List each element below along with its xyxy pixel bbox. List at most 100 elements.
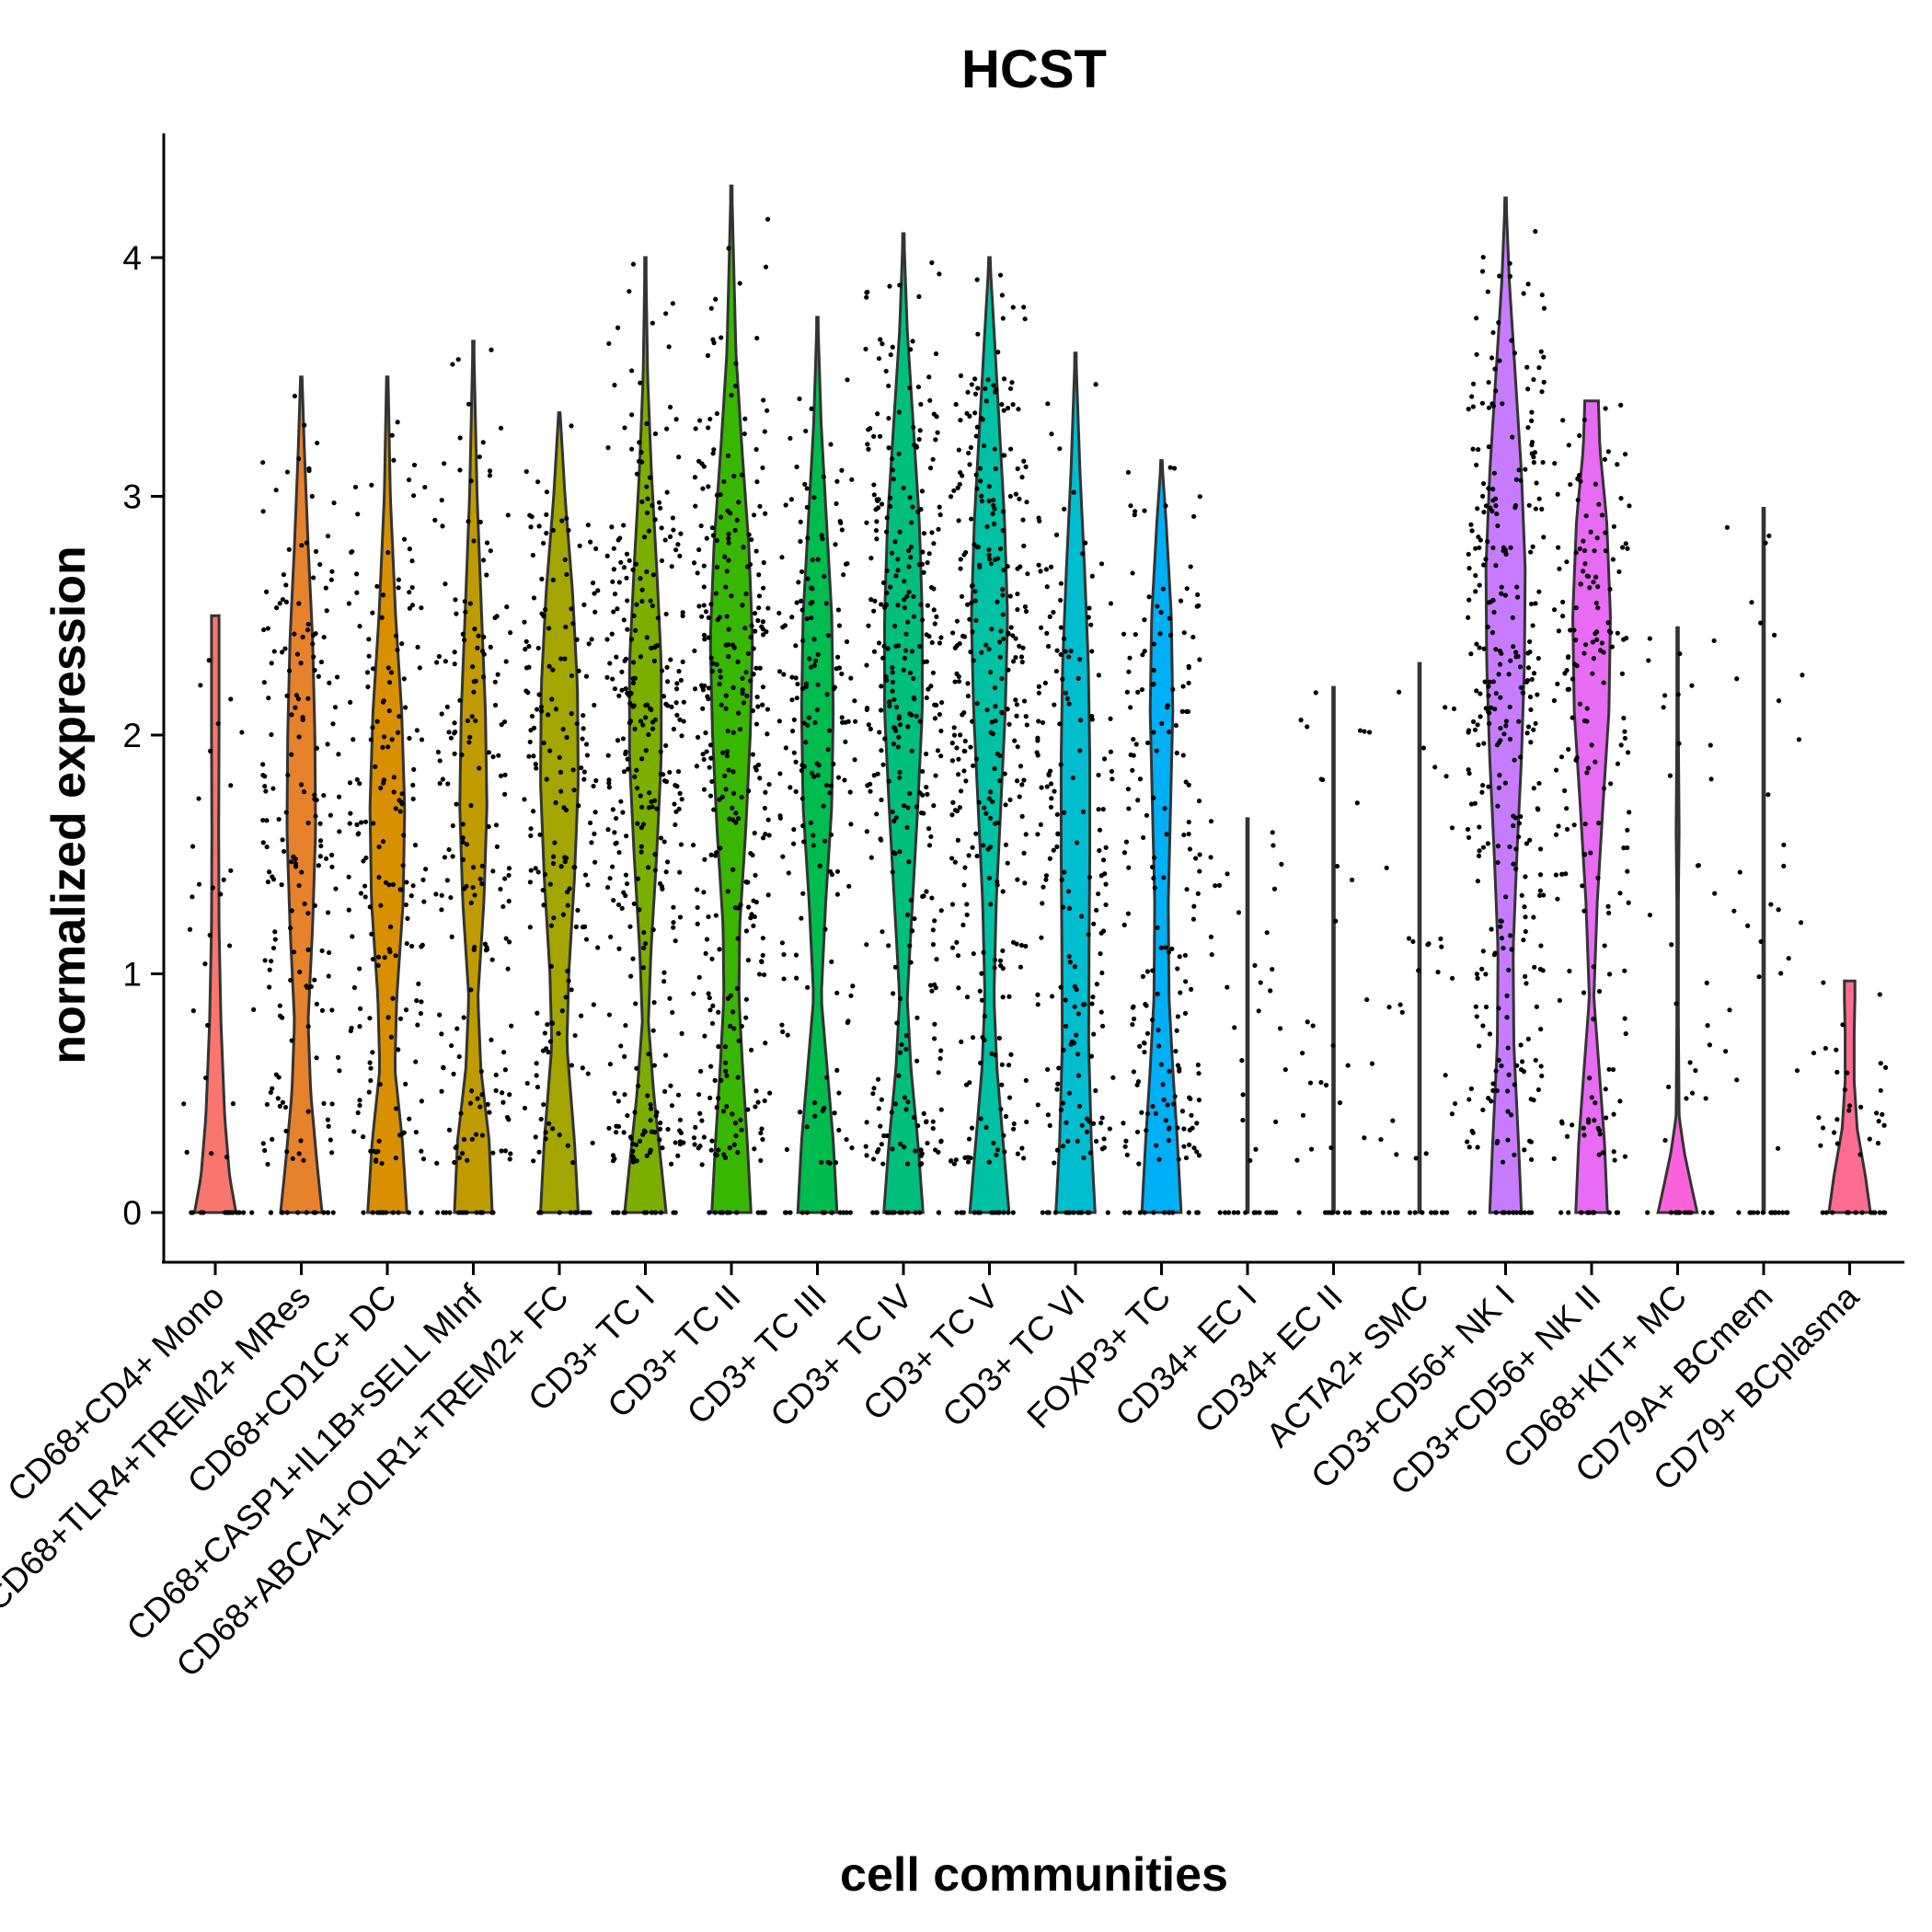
- data-point: [581, 602, 587, 607]
- data-point: [439, 498, 444, 503]
- data-point: [800, 823, 806, 829]
- data-point: [1231, 1210, 1236, 1215]
- data-point: [1066, 954, 1072, 960]
- data-point: [791, 841, 797, 846]
- data-point: [972, 589, 978, 594]
- data-point: [759, 959, 765, 965]
- data-point: [981, 843, 986, 848]
- data-point: [810, 558, 815, 563]
- data-point: [805, 984, 811, 990]
- data-point: [393, 1106, 399, 1111]
- data-point: [506, 1117, 512, 1122]
- data-point: [1466, 834, 1472, 840]
- data-point: [928, 834, 934, 840]
- data-point: [610, 864, 615, 869]
- data-point: [621, 565, 627, 570]
- data-point: [908, 347, 914, 352]
- data-point: [1052, 788, 1057, 794]
- data-point: [999, 293, 1005, 298]
- data-point: [930, 942, 937, 948]
- data-point: [1001, 408, 1006, 413]
- data-point: [761, 397, 766, 403]
- data-point: [1160, 1082, 1166, 1087]
- data-point: [1473, 1004, 1478, 1009]
- data-point: [991, 497, 996, 503]
- data-point: [894, 1020, 900, 1026]
- data-point: [868, 426, 873, 431]
- data-point: [467, 1100, 474, 1106]
- data-point: [1498, 695, 1503, 700]
- data-point: [319, 948, 325, 954]
- data-point: [799, 607, 805, 613]
- data-point: [1196, 1098, 1202, 1103]
- data-point: [419, 1098, 424, 1104]
- data-point: [986, 1159, 992, 1165]
- data-point: [411, 766, 417, 772]
- data-point: [297, 969, 303, 975]
- data-point: [730, 790, 737, 796]
- data-point: [441, 1210, 446, 1215]
- data-point: [604, 553, 610, 558]
- data-point: [702, 1033, 707, 1039]
- data-point: [881, 643, 887, 649]
- data-point: [890, 688, 895, 694]
- data-point: [886, 943, 891, 949]
- data-point: [638, 756, 645, 762]
- data-point: [986, 646, 992, 652]
- data-points: [181, 216, 1889, 1215]
- data-point: [970, 629, 975, 635]
- data-point: [1477, 582, 1482, 588]
- data-point: [1624, 636, 1629, 641]
- data-point: [493, 1072, 499, 1077]
- data-point: [535, 707, 540, 712]
- data-point: [1330, 1042, 1336, 1049]
- data-point: [1174, 1028, 1179, 1033]
- data-point: [987, 815, 994, 821]
- data-point: [726, 627, 731, 632]
- data-point: [722, 773, 728, 779]
- data-point: [903, 648, 909, 653]
- data-point: [1160, 586, 1167, 592]
- data-point: [557, 1133, 562, 1138]
- data-point: [573, 924, 579, 929]
- data-point: [1012, 738, 1018, 743]
- data-point: [673, 822, 678, 828]
- data-point: [625, 627, 630, 632]
- data-point: [1535, 692, 1540, 697]
- data-point: [1513, 650, 1519, 655]
- data-point: [1559, 871, 1565, 877]
- data-point: [990, 799, 995, 804]
- data-point: [1842, 1087, 1847, 1093]
- data-point: [1006, 630, 1011, 636]
- data-point: [181, 1101, 187, 1107]
- data-point: [564, 571, 569, 578]
- data-point: [1000, 612, 1006, 617]
- data-point: [879, 748, 884, 753]
- data-point: [1776, 907, 1781, 913]
- data-point: [452, 1159, 457, 1166]
- x-axis-title: cell communities: [840, 1848, 1228, 1902]
- data-point: [363, 855, 369, 861]
- data-point: [1593, 600, 1599, 606]
- data-point: [1055, 1081, 1061, 1087]
- data-point: [934, 957, 939, 962]
- data-point: [834, 868, 841, 874]
- data-point: [461, 1136, 467, 1143]
- data-point: [477, 1104, 483, 1110]
- data-point: [468, 987, 474, 993]
- data-point: [1069, 1039, 1075, 1044]
- data-point: [479, 1133, 486, 1138]
- data-point: [933, 773, 938, 778]
- data-point: [1158, 610, 1164, 615]
- data-point: [1097, 847, 1102, 854]
- data-point: [1823, 1210, 1829, 1215]
- data-point: [650, 926, 656, 933]
- data-point: [624, 575, 629, 581]
- data-point: [1489, 705, 1494, 710]
- data-point: [627, 924, 633, 929]
- data-point: [1023, 943, 1029, 949]
- data-point: [1052, 702, 1057, 707]
- data-point: [644, 635, 650, 640]
- data-point: [908, 960, 914, 965]
- data-point: [673, 686, 680, 692]
